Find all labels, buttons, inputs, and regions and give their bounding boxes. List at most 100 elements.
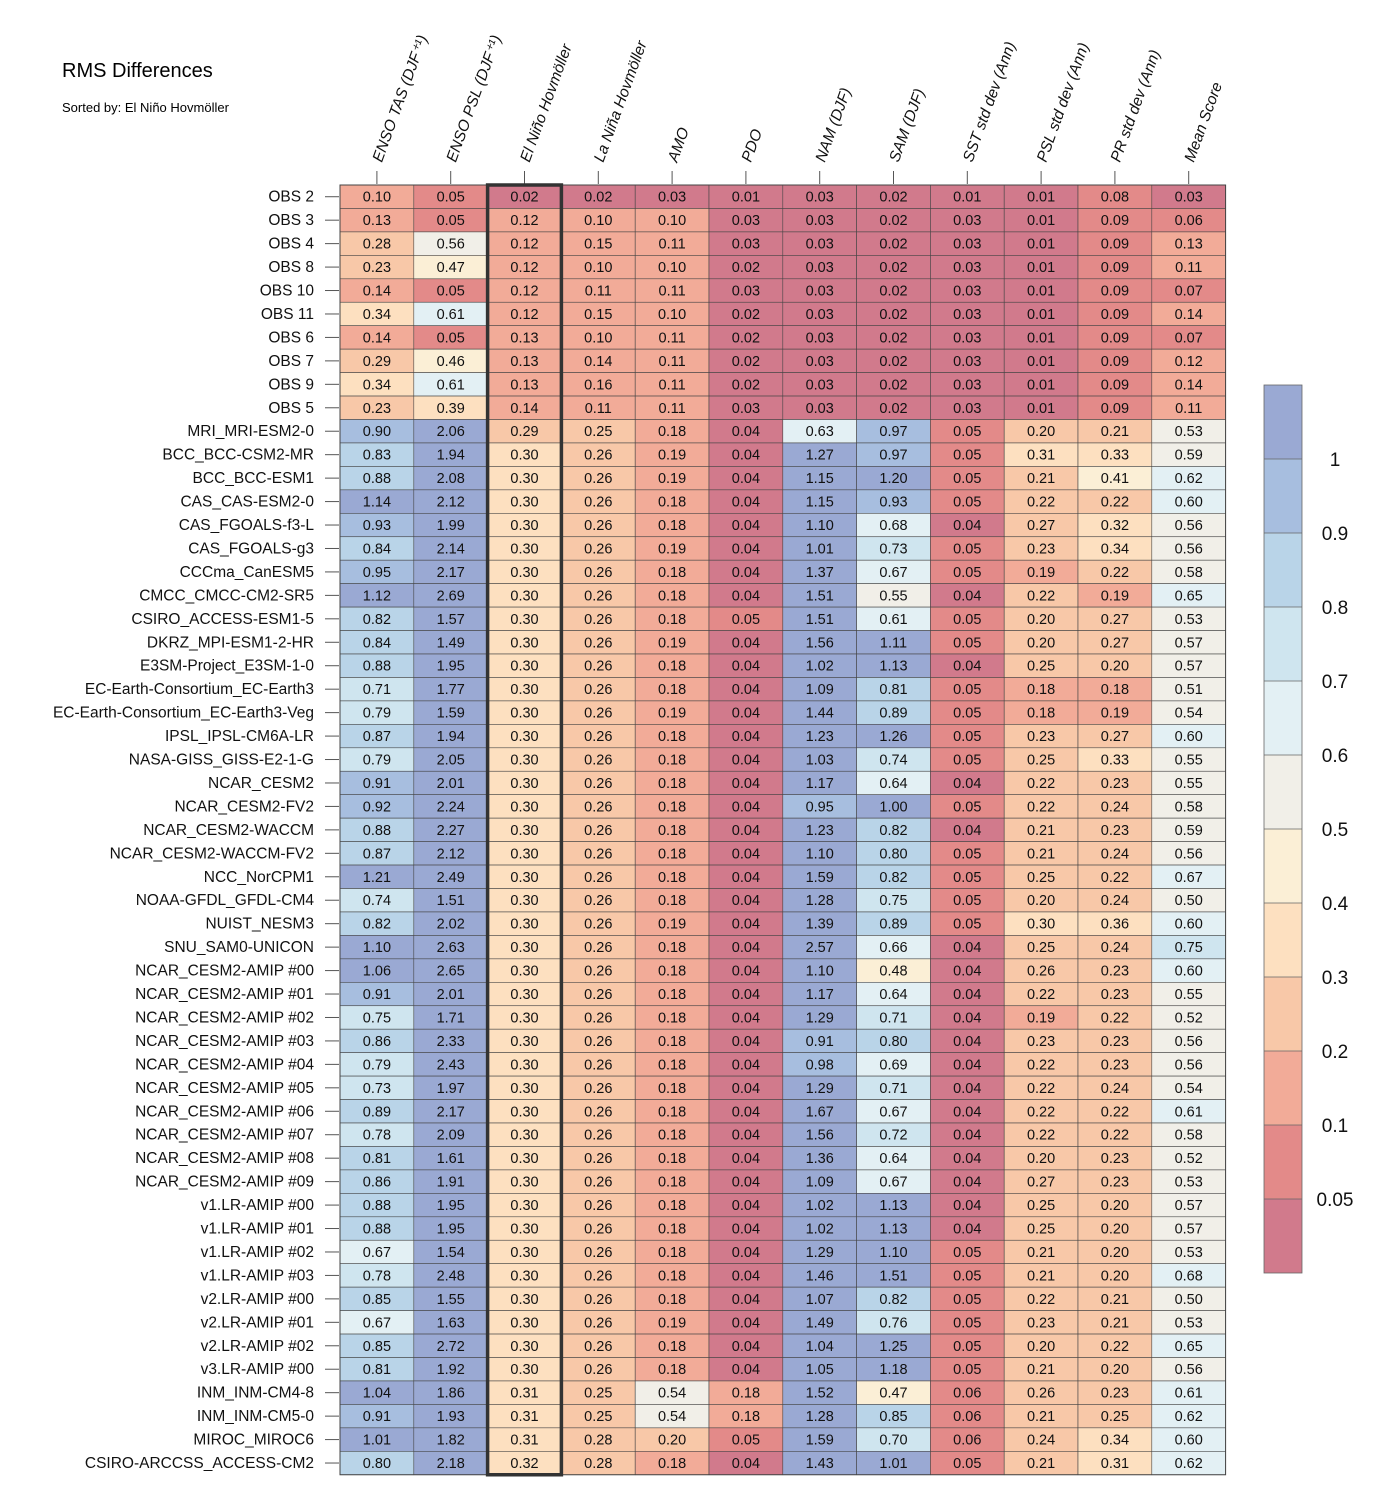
cell-value-label: 0.74 (879, 753, 907, 769)
cell-value-label: 0.03 (806, 190, 834, 206)
cell-value-label: 0.03 (953, 284, 981, 300)
cell-value-label: 0.22 (1027, 1057, 1055, 1073)
cell-value-label: 0.89 (363, 1104, 391, 1120)
cell-value-label: 0.09 (1101, 330, 1129, 346)
cell-value-label: 0.30 (510, 541, 538, 557)
cell-value-label: 0.02 (879, 330, 907, 346)
colorbar-tick-label: 0.05 (1317, 1190, 1354, 1211)
cell-value-label: 0.04 (732, 1362, 760, 1378)
cell-value-label: 0.30 (510, 846, 538, 862)
cell-value-label: 0.04 (732, 1268, 760, 1284)
row-label: OBS 8 (268, 259, 314, 276)
cell-value-label: 0.01 (1027, 237, 1055, 253)
cell-value-label: 0.09 (1101, 213, 1129, 229)
cell-value-label: 0.23 (1101, 964, 1129, 980)
cell-value-label: 0.05 (953, 682, 981, 698)
row-label: OBS 5 (268, 400, 314, 417)
cell-value-label: 0.06 (953, 1409, 981, 1425)
colorbar-segment (1264, 903, 1302, 977)
cell-value-label: 0.22 (1027, 1104, 1055, 1120)
cell-value-label: 0.26 (584, 846, 612, 862)
cell-value-label: 0.26 (584, 1292, 612, 1308)
cell-value-label: 0.67 (363, 1315, 391, 1331)
cell-value-label: 0.56 (1175, 1034, 1203, 1050)
cell-value-label: 0.26 (1027, 1386, 1055, 1402)
cell-value-label: 0.26 (584, 659, 612, 675)
cell-value-label: 0.04 (732, 518, 760, 534)
cell-value-label: 0.06 (953, 1433, 981, 1449)
cell-value-label: 0.18 (658, 1456, 686, 1472)
cell-value-label: 0.26 (584, 1222, 612, 1238)
cell-value-label: 0.74 (363, 893, 391, 909)
cell-value-label: 0.14 (510, 401, 538, 417)
row-label: v1.LR-AMIP #00 (201, 1197, 315, 1214)
row-label: v1.LR-AMIP #02 (201, 1244, 314, 1261)
cell-value-label: 2.02 (437, 917, 465, 933)
cell-value-label: 0.73 (363, 1081, 391, 1097)
cell-value-label: 0.18 (1027, 682, 1055, 698)
cell-value-label: 0.30 (510, 799, 538, 815)
cell-value-label: 0.19 (1027, 565, 1055, 581)
cell-value-label: 0.19 (658, 1315, 686, 1331)
cell-value-label: 0.04 (732, 940, 760, 956)
cell-value-label: 0.19 (658, 706, 686, 722)
cell-value-label: 0.26 (584, 635, 612, 651)
cell-value-label: 0.26 (584, 518, 612, 534)
cell-value-label: 0.22 (1101, 1128, 1129, 1144)
cell-value-label: 0.03 (953, 260, 981, 276)
cell-value-label: 0.03 (806, 330, 834, 346)
cell-value-label: 2.48 (437, 1268, 465, 1284)
cell-value-label: 0.22 (1101, 870, 1129, 886)
cell-value-label: 0.26 (584, 799, 612, 815)
cell-value-label: 0.91 (806, 1034, 834, 1050)
cell-value-label: 0.10 (658, 213, 686, 229)
cell-value-label: 0.03 (1175, 190, 1203, 206)
cell-value-label: 2.01 (437, 776, 465, 792)
row-label: IPSL_IPSL-CM6A-LR (165, 728, 314, 745)
row-label: CSIRO-ARCCSS_ACCESS-CM2 (85, 1455, 314, 1472)
row-label: BCC_BCC-ESM1 (193, 470, 314, 487)
cell-value-label: 0.01 (1027, 354, 1055, 370)
cell-value-label: 0.75 (879, 893, 907, 909)
cell-value-label: 0.27 (1027, 1175, 1055, 1191)
cell-value-label: 1.29 (806, 1081, 834, 1097)
cell-value-label: 0.04 (953, 1198, 981, 1214)
cell-value-label: 0.20 (1101, 1222, 1129, 1238)
cell-value-label: 0.05 (953, 424, 981, 440)
cell-value-label: 0.23 (363, 260, 391, 276)
cell-value-label: 1.01 (806, 541, 834, 557)
cell-value-label: 0.18 (658, 729, 686, 745)
cell-value-label: 1.95 (437, 1222, 465, 1238)
cell-value-label: 1.55 (437, 1292, 465, 1308)
cell-value-label: 0.26 (584, 1081, 612, 1097)
cell-value-label: 0.60 (1175, 495, 1203, 511)
cell-value-label: 2.69 (437, 588, 465, 604)
cell-value-label: 1.28 (806, 893, 834, 909)
cell-value-label: 2.12 (437, 846, 465, 862)
cell-value-label: 0.24 (1101, 799, 1129, 815)
cell-value-label: 0.04 (732, 776, 760, 792)
cell-value-label: 0.19 (1101, 588, 1129, 604)
cell-value-label: 0.01 (1027, 213, 1055, 229)
cell-value-label: 2.17 (437, 1104, 465, 1120)
cell-value-label: 0.20 (1027, 1151, 1055, 1167)
colorbar-segment (1264, 607, 1302, 681)
cell-value-label: 0.04 (732, 448, 760, 464)
cell-value-label: 0.24 (1101, 846, 1129, 862)
cell-value-label: 0.11 (1175, 260, 1202, 276)
cell-value-label: 0.04 (732, 1175, 760, 1191)
cell-value-label: 0.23 (1101, 823, 1129, 839)
cell-value-label: 0.31 (1101, 1456, 1129, 1472)
row-label: BCC_BCC-CSM2-MR (162, 447, 314, 464)
cell-value-label: 0.29 (363, 354, 391, 370)
cell-value-label: 0.90 (363, 424, 391, 440)
row-label: OBS 4 (268, 236, 314, 253)
cell-value-label: 0.05 (953, 706, 981, 722)
row-label: OBS 6 (268, 329, 314, 346)
row-label: MIROC_MIROC6 (193, 1432, 314, 1449)
cell-value-label: 0.10 (658, 260, 686, 276)
cell-value-label: 0.14 (584, 354, 612, 370)
cell-value-label: 0.05 (953, 729, 981, 745)
cell-value-label: 0.28 (584, 1456, 612, 1472)
row-label: NASA-GISS_GISS-E2-1-G (129, 752, 314, 769)
